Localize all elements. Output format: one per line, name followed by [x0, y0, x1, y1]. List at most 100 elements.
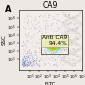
Point — [55, 44, 56, 46]
Point — [49, 59, 51, 60]
Point — [56, 43, 57, 45]
Point — [54, 46, 55, 48]
Point — [39, 26, 40, 27]
Point — [57, 46, 58, 47]
Point — [53, 48, 55, 49]
Point — [59, 48, 61, 50]
Point — [57, 49, 58, 51]
Point — [56, 46, 58, 47]
Point — [35, 17, 36, 18]
Point — [60, 58, 62, 60]
Point — [53, 46, 54, 48]
Point — [49, 47, 50, 48]
Point — [58, 45, 60, 47]
Point — [56, 42, 57, 44]
Point — [52, 47, 53, 49]
Point — [53, 44, 54, 46]
Point — [65, 14, 66, 15]
Point — [35, 61, 37, 62]
Point — [49, 43, 50, 44]
Point — [53, 43, 54, 44]
Point — [44, 17, 46, 18]
Point — [56, 41, 57, 42]
Point — [48, 47, 49, 49]
Point — [53, 46, 55, 48]
Point — [29, 28, 30, 30]
Point — [55, 41, 56, 43]
Point — [59, 45, 61, 46]
Point — [47, 46, 48, 47]
Point — [53, 46, 54, 47]
Point — [48, 46, 49, 47]
Point — [31, 65, 32, 66]
Point — [52, 45, 53, 46]
Point — [50, 44, 52, 45]
Point — [57, 44, 59, 45]
Point — [54, 46, 55, 47]
Point — [54, 43, 56, 44]
Point — [52, 50, 53, 52]
Point — [56, 40, 58, 41]
Point — [49, 51, 50, 52]
Point — [51, 44, 53, 45]
Point — [29, 53, 30, 54]
Point — [54, 47, 55, 48]
Point — [61, 43, 62, 45]
Point — [29, 62, 30, 63]
Point — [34, 52, 35, 53]
Point — [42, 41, 44, 43]
Point — [55, 45, 57, 46]
Point — [51, 43, 53, 45]
Point — [59, 44, 60, 45]
Point — [54, 43, 56, 44]
Point — [54, 47, 56, 49]
Point — [56, 38, 57, 40]
Point — [47, 47, 48, 49]
Point — [43, 50, 44, 51]
Point — [55, 41, 56, 43]
Point — [58, 43, 60, 45]
Point — [76, 33, 77, 34]
Point — [50, 45, 51, 46]
Point — [51, 43, 52, 44]
Point — [54, 46, 55, 47]
Point — [51, 45, 53, 47]
Point — [52, 43, 53, 44]
Point — [53, 47, 55, 48]
Point — [51, 43, 52, 45]
Point — [28, 62, 29, 63]
Point — [52, 48, 53, 49]
Point — [53, 49, 54, 51]
Point — [51, 42, 53, 43]
Point — [60, 47, 61, 48]
Point — [37, 65, 39, 66]
Point — [28, 65, 30, 66]
Point — [58, 42, 59, 44]
Point — [58, 46, 60, 48]
Point — [49, 44, 50, 45]
Point — [52, 48, 53, 50]
Point — [53, 49, 54, 50]
Point — [52, 45, 53, 46]
Point — [50, 50, 51, 51]
Point — [76, 43, 77, 44]
Point — [43, 45, 44, 46]
Point — [52, 47, 53, 48]
Point — [50, 45, 52, 47]
Point — [56, 44, 58, 46]
Point — [60, 49, 62, 50]
Point — [50, 42, 51, 44]
Point — [49, 42, 51, 43]
Point — [55, 43, 57, 45]
Point — [49, 48, 50, 49]
Point — [54, 47, 55, 49]
Point — [51, 45, 52, 47]
Point — [52, 45, 53, 47]
Point — [52, 47, 53, 48]
Point — [51, 48, 52, 50]
Point — [27, 57, 28, 59]
Point — [52, 42, 53, 44]
Point — [50, 48, 51, 49]
Point — [53, 45, 54, 47]
Point — [52, 44, 54, 45]
